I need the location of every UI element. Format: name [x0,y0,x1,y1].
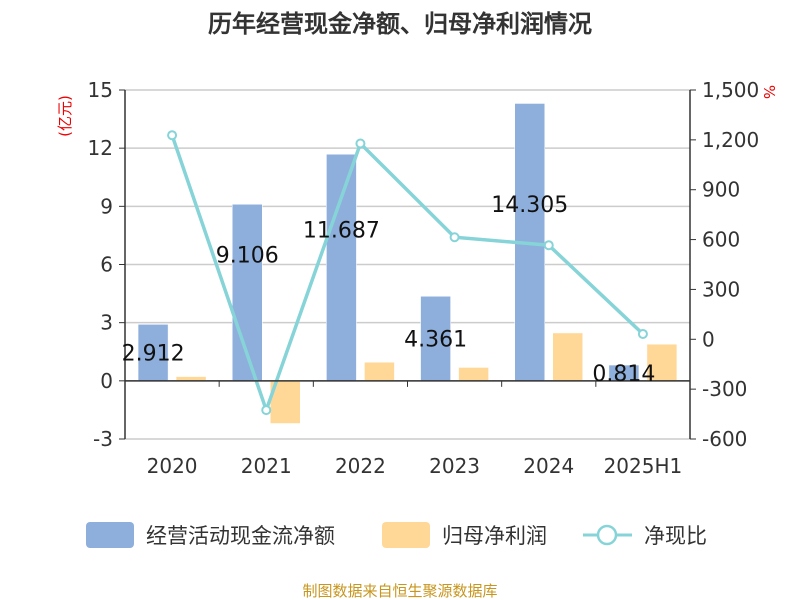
line-point [167,130,178,141]
data-label: 2.912 [122,342,185,367]
legend-label: 净现比 [644,524,707,548]
line-cash-ratio [170,134,645,416]
right-tick-label: 600 [702,228,740,252]
left-axis-label: (亿元) [56,95,74,137]
line-point [261,405,272,416]
line-point [543,240,554,251]
bar-operating-cash-flow [420,296,451,382]
left-tick-label: -3 [93,427,113,451]
right-tick-label: 1,200 [702,128,759,152]
right-tick-label: -300 [702,377,747,401]
left-tick-label: 6 [100,253,113,277]
x-tick-label: 2023 [429,454,480,478]
bar-net-profit [458,367,489,382]
data-label: 11.687 [303,219,380,244]
footer-source: 制图数据来自恒生聚源数据库 [302,582,497,600]
x-tick-label: 2022 [335,454,386,478]
bar-net-profit [364,361,395,382]
right-tick-label: 900 [702,178,740,202]
bar-net-profit [552,332,583,382]
data-label: 4.361 [404,328,467,353]
legend-swatch-operating-cash-flow [86,522,134,548]
bar-net-profit [646,343,678,382]
legend-label: 经营活动现金流净额 [146,524,335,548]
x-tick-label: 2024 [523,454,574,478]
data-label: 0.814 [592,362,655,387]
x-tick-label: 2021 [241,454,292,478]
bar-operating-cash-flow [326,153,357,382]
left-tick-label: 3 [100,311,113,335]
right-tick-label: 300 [702,277,740,301]
left-tick-label: 0 [100,369,113,393]
legend-label: 归母净利润 [442,524,547,548]
right-tick-label: 1,500 [702,78,759,102]
right-tick-label: -600 [702,427,747,451]
right-tick-label: 0 [702,327,715,351]
data-label: 9.106 [216,244,279,269]
x-tick-label: 2025H1 [604,454,683,478]
legend-marker [596,524,618,546]
line-point [449,232,460,243]
right-axis-label: % [760,85,778,99]
chart-title: 历年经营现金净额、归母净利润情况 [208,10,592,38]
left-tick-label: 9 [100,194,113,218]
legend-swatch-net-profit [382,522,430,548]
data-label: 14.305 [491,193,568,218]
line-point [637,328,648,339]
line-point [355,138,366,149]
left-tick-label: 12 [88,136,113,160]
x-tick-label: 2020 [147,454,198,478]
left-tick-label: 15 [88,78,113,102]
